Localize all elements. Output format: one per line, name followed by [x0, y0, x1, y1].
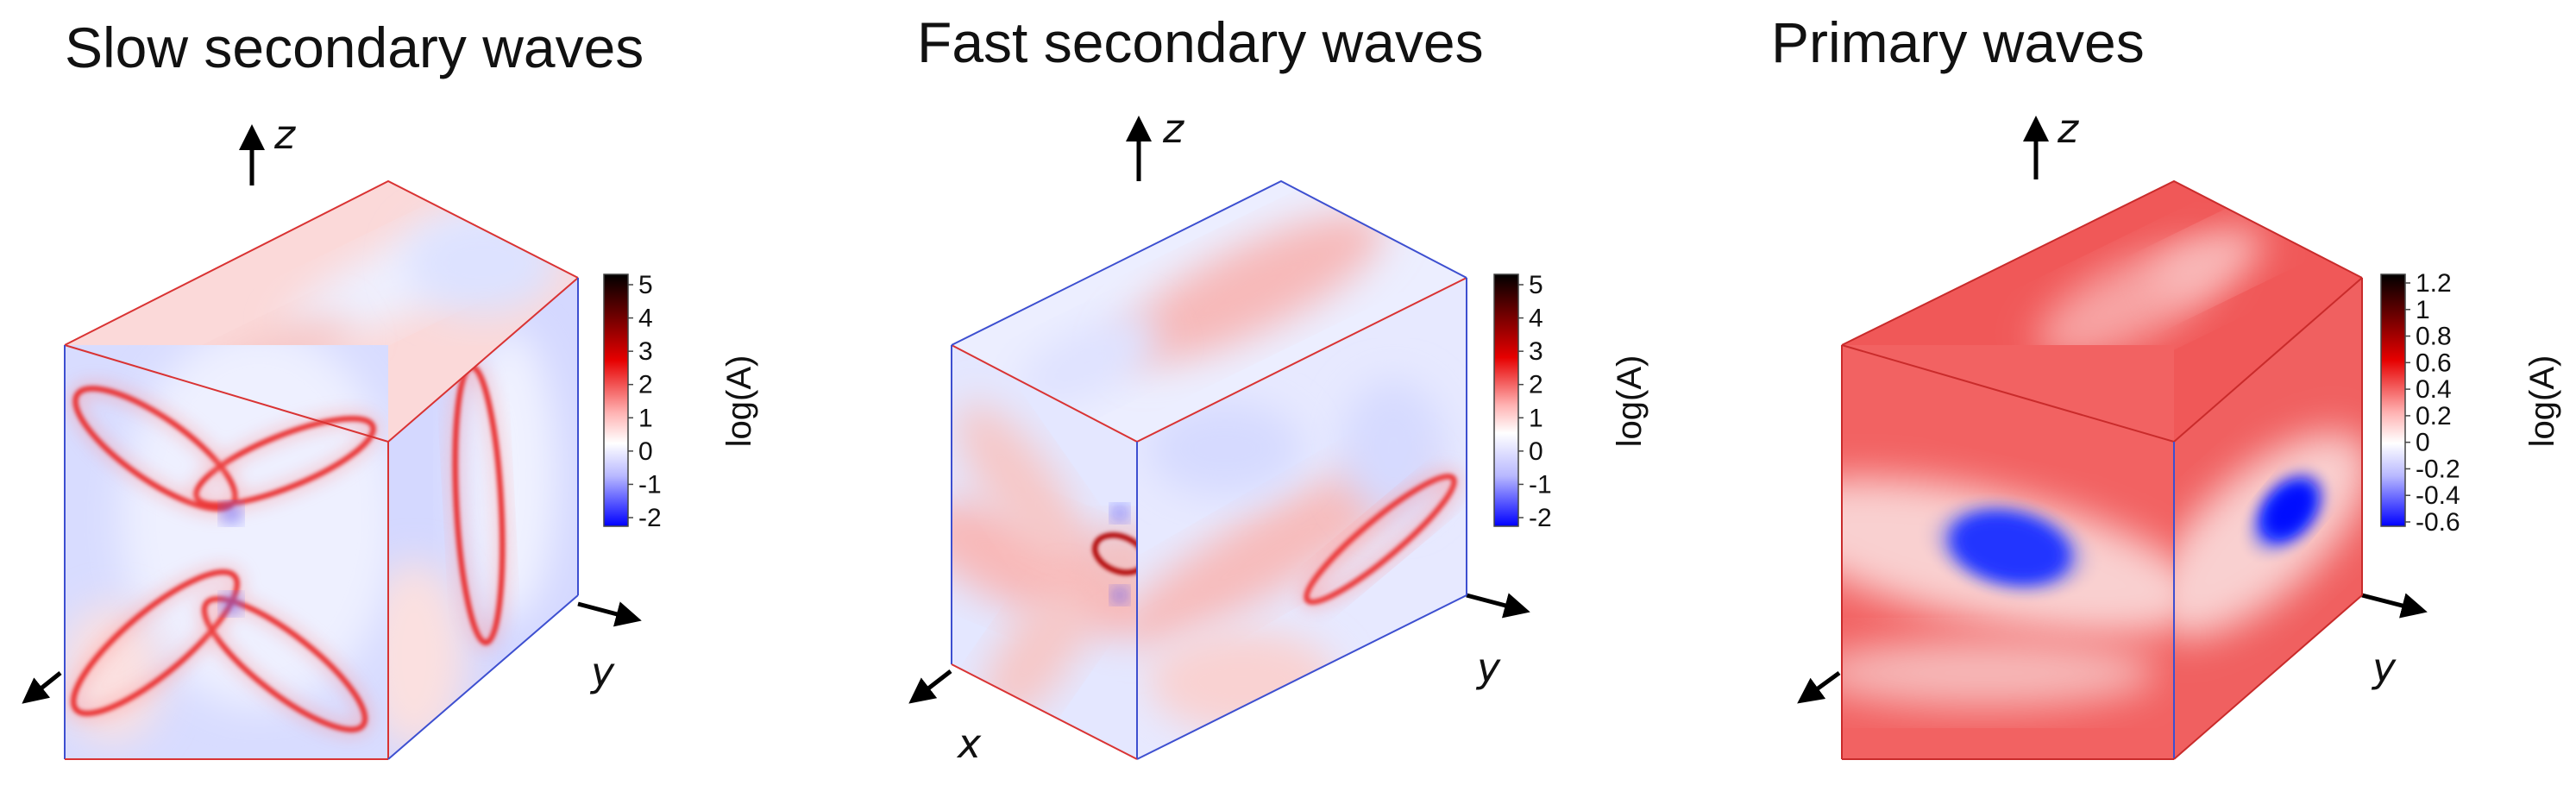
colorbar-scale	[1493, 273, 1519, 527]
x-axis-arrow	[1797, 670, 1841, 704]
cube-top-face	[952, 181, 1467, 442]
colorbar-tick-label: 3	[638, 337, 653, 366]
x-axis-label: x	[956, 720, 982, 767]
colorbar-tick-label: 0.4	[2416, 375, 2452, 404]
z-axis-label: z	[1162, 105, 1184, 152]
cube-front-face	[952, 345, 1137, 759]
colorbar-tick-label: 2	[638, 371, 653, 399]
panel-primary: Primary waves z y x	[1771, 10, 2561, 760]
colorbar-label: log(A)	[720, 355, 758, 448]
panel-title: Fast secondary waves	[917, 10, 1484, 74]
cube-edges	[951, 179, 1467, 760]
panel-title: Slow secondary waves	[65, 16, 644, 79]
y-axis-arrow	[1466, 593, 1530, 619]
colorbar-tick-label: -0.6	[2416, 508, 2460, 537]
y-axis-arrow	[2361, 593, 2428, 619]
colorbar-tick-label: 4	[1529, 305, 1543, 333]
colorbar-tick-label: 0	[1529, 437, 1543, 466]
cube-right-face	[1137, 278, 1467, 759]
x-axis-arrow	[22, 671, 62, 704]
z-axis-label: z	[2057, 105, 2079, 152]
colorbar-tick-label: 3	[1529, 337, 1543, 366]
colorbar-tick-label: 4	[638, 305, 653, 333]
colorbar-tick-label: -0.2	[2416, 455, 2460, 483]
x-axis-arrow	[908, 669, 952, 704]
colorbar-tick-label: 0	[638, 437, 653, 466]
colorbar-tick-label: 0	[2416, 429, 2430, 457]
colorbar-label: log(A)	[2523, 355, 2561, 448]
panel-title: Primary waves	[1771, 10, 2145, 74]
y-axis-label: y	[2371, 644, 2397, 691]
cube-front-face	[65, 345, 388, 759]
colorbar: 1.210.80.60.40.20-0.2-0.4-0.6 log(A)	[2380, 269, 2561, 537]
colorbar-tick-label: 1.2	[2416, 269, 2452, 298]
cube-front-face	[1842, 345, 2174, 759]
colorbar-tick-label: -0.4	[2416, 481, 2460, 510]
cube-edges	[1841, 179, 2363, 760]
y-axis-arrow	[577, 601, 642, 627]
colorbar-tick-label: 0.8	[2416, 323, 2452, 351]
y-axis-label: y	[1475, 644, 1501, 691]
colorbar-tick-label: 0.2	[2416, 402, 2452, 430]
colorbar-tick-label: 5	[1529, 271, 1543, 299]
cube-right-face	[388, 278, 578, 759]
colorbar-scale	[2380, 273, 2406, 527]
colorbar-label: log(A)	[1611, 355, 1649, 448]
colorbar-tick-label: 0.6	[2416, 349, 2452, 377]
colorbar-tick-label: -1	[1529, 470, 1552, 499]
colorbar-tick-label: -2	[1529, 504, 1552, 532]
cube-edges	[64, 179, 579, 760]
colorbar-tick-label: 2	[1529, 371, 1543, 399]
panel-slow-secondary: Slow secondary waves z y x	[22, 16, 758, 760]
colorbar-tick-label: 1	[638, 404, 653, 432]
colorbar-tick-label: -1	[638, 470, 662, 499]
colorbar-scale	[603, 273, 629, 527]
panel-fast-secondary: Fast secondary waves z y x	[908, 10, 1649, 767]
colorbar: 5 4 3 2 1 0 -1 -2 log(A)	[1493, 271, 1649, 532]
cube-right-face	[2174, 278, 2362, 759]
colorbar-tick-label: 5	[638, 271, 653, 299]
z-axis-label: z	[273, 111, 296, 158]
colorbar-tick-label: 1	[2416, 296, 2430, 324]
y-axis-label: y	[589, 649, 615, 695]
colorbar-tick-label: -2	[638, 504, 662, 532]
colorbar-tick-label: 1	[1529, 404, 1543, 432]
colorbar: 5 4 3 2 1 0 -1 -2 log(A)	[603, 271, 758, 532]
